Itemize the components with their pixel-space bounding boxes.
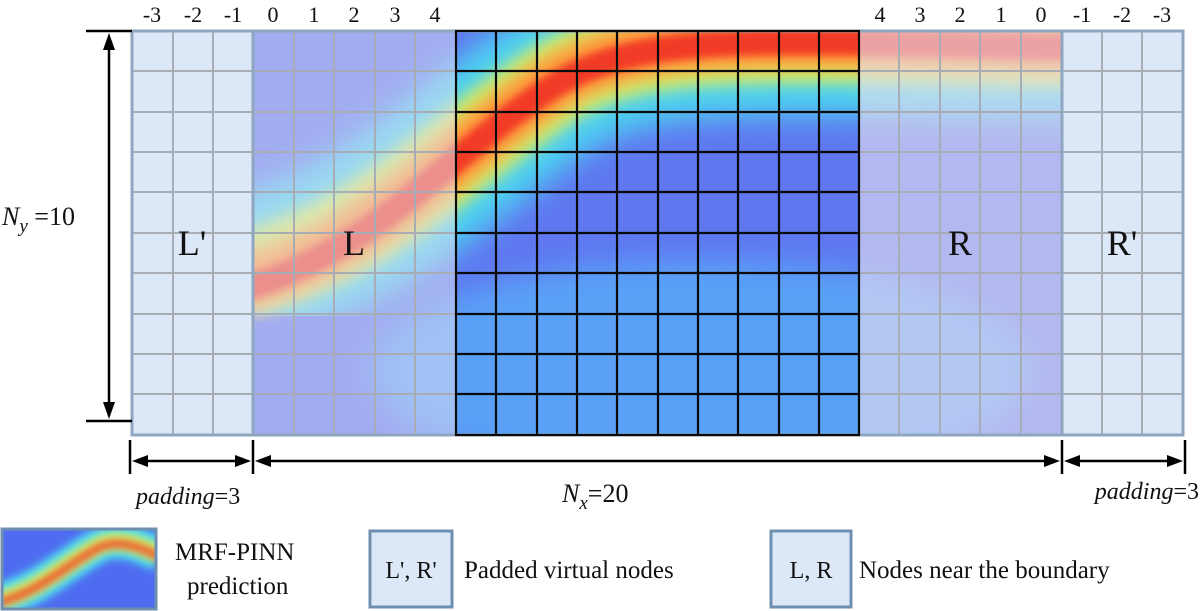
- region-label-right-boundary: R: [948, 223, 972, 263]
- padding-left-word: padding: [134, 484, 215, 510]
- index-label: 3: [915, 2, 926, 27]
- index-label: 1: [996, 2, 1007, 27]
- grid-light: [132, 31, 1183, 435]
- region-label-right-padded: R': [1107, 223, 1138, 263]
- index-label: 2: [349, 2, 360, 27]
- index-label: -1: [1073, 2, 1091, 27]
- region-label-left-boundary: L: [343, 223, 365, 263]
- index-label: -3: [143, 2, 161, 27]
- padding-right-label: padding=3: [1093, 479, 1199, 505]
- grid-interior: [454, 29, 861, 437]
- nx-label: Nx=20: [561, 479, 628, 514]
- ny-subscript: y: [17, 216, 28, 237]
- legend-prediction-swatch: [0, 527, 158, 611]
- padding-right-word: padding: [1093, 479, 1174, 505]
- index-label: 0: [1036, 2, 1047, 27]
- legend-boundary-box-label: L, R: [790, 558, 833, 584]
- nx-symbol: N: [561, 479, 581, 508]
- padding-right-value: =3: [1173, 479, 1199, 505]
- index-label: -2: [184, 2, 202, 27]
- index-label: 1: [309, 2, 320, 27]
- legend-prediction-line1: MRF-PINN: [175, 539, 294, 566]
- nx-value: =20: [588, 479, 629, 508]
- index-label: 0: [268, 2, 279, 27]
- ny-symbol: N: [1, 202, 21, 231]
- nx-subscript: x: [578, 493, 588, 514]
- index-label: -3: [1153, 2, 1171, 27]
- region-label-left-padded: L': [178, 223, 206, 263]
- top-indices-right: 4 3 2 1 0 -1 -2 -3: [875, 2, 1172, 27]
- index-label: 4: [875, 2, 886, 27]
- index-label: 4: [430, 2, 441, 27]
- ny-dimension: [86, 29, 132, 423]
- legend-padded-box-label: L', R': [385, 558, 436, 584]
- legend-padded-box: [368, 529, 454, 609]
- index-label: 2: [955, 2, 966, 27]
- legend-boundary-box: [769, 529, 853, 609]
- ny-value: =10: [28, 202, 75, 231]
- legend-boundary-text: Nodes near the boundary: [859, 557, 1110, 584]
- legend-padded-text: Padded virtual nodes: [464, 557, 674, 584]
- ny-label: Ny =10: [1, 202, 75, 237]
- horizontal-dimensions: [128, 440, 1187, 474]
- top-indices-left: -3 -2 -1 0 1 2 3 4: [143, 2, 441, 27]
- padding-left-label: padding=3: [134, 484, 240, 510]
- legend-prediction-line2: prediction: [187, 573, 289, 600]
- index-label: -2: [1113, 2, 1131, 27]
- padding-left-value: =3: [215, 484, 241, 510]
- index-label: 3: [390, 2, 401, 27]
- index-label: -1: [224, 2, 242, 27]
